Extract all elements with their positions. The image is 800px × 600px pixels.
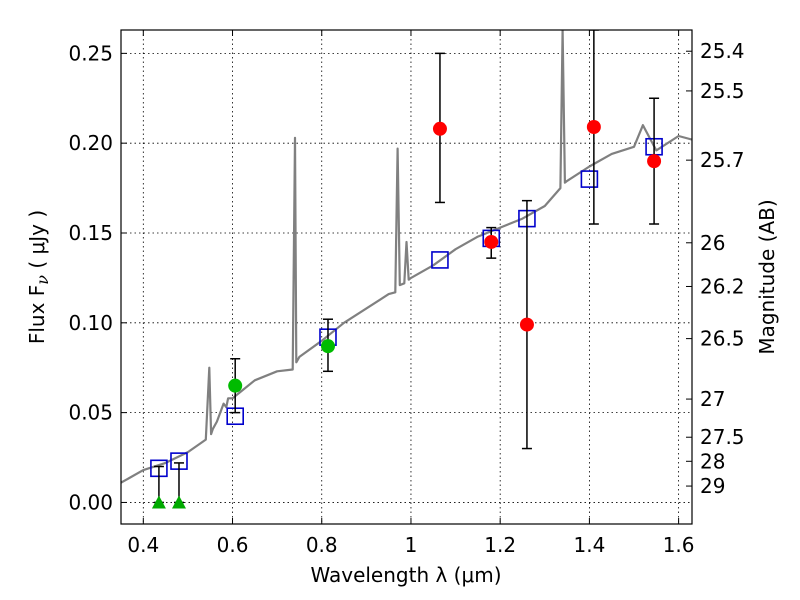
upper-limit-triangle xyxy=(171,495,186,509)
hst-detections-point xyxy=(484,234,499,249)
hst-detections-point xyxy=(432,121,447,136)
x-tick-label: 1.4 xyxy=(573,533,605,557)
magnitude-tick-label: 27.5 xyxy=(700,425,745,449)
plot-area xyxy=(121,30,692,509)
magnitude-tick-label: 26.5 xyxy=(700,327,745,351)
grid xyxy=(121,30,692,524)
magnitude-tick-label: 25.4 xyxy=(700,39,745,63)
y-tick-label: 0.20 xyxy=(68,131,113,155)
model-flux-square xyxy=(431,251,449,269)
x-tick-label: 1.2 xyxy=(484,533,516,557)
magnitude-tick-label: 28 xyxy=(700,449,725,473)
hst-detections-point xyxy=(586,120,601,135)
y-tick-label: 0.05 xyxy=(68,401,113,425)
plot-frame xyxy=(120,29,693,525)
hst-detections-point xyxy=(519,317,534,332)
spectrum-line xyxy=(121,30,692,484)
y-axis-label-right: Magnitude (AB) xyxy=(755,199,779,354)
x-tick-label: 0.4 xyxy=(127,533,159,557)
upper-limit-triangle xyxy=(151,495,166,509)
acs-detections-point xyxy=(228,378,243,393)
y-tick-label: 0.10 xyxy=(68,311,113,335)
x-tick-label: 1.6 xyxy=(663,533,695,557)
x-tick-label: 1 xyxy=(405,533,418,557)
series-layer xyxy=(121,30,692,509)
x-tick-label: 0.8 xyxy=(306,533,338,557)
magnitude-tick-label: 25.7 xyxy=(700,148,745,172)
acs-detections-point xyxy=(320,339,335,354)
magnitude-tick-label: 25.5 xyxy=(700,79,745,103)
hst-detections-point xyxy=(647,154,662,169)
y-tick-label: 0.15 xyxy=(68,221,113,245)
model-flux-square xyxy=(580,170,599,188)
y-tick-label: 0.00 xyxy=(68,490,113,514)
magnitude-tick-label: 26.2 xyxy=(700,274,745,298)
magnitude-tick-label: 29 xyxy=(700,474,725,498)
y-tick-label: 0.25 xyxy=(68,41,113,65)
x-tick-label: 0.6 xyxy=(217,533,249,557)
x-axis-label: Wavelength λ (μm) xyxy=(310,563,501,587)
magnitude-tick-label: 26 xyxy=(700,231,725,255)
magnitude-tick-label: 27 xyxy=(700,387,725,411)
y-axis-label-left: Flux Fν ( μJy ) xyxy=(25,210,52,344)
ticks: 0.4 0.6 0.8 1 1.2 1.4 1.6 0.00 0.05 0.10 0.15 0.20 0… xyxy=(68,30,745,557)
